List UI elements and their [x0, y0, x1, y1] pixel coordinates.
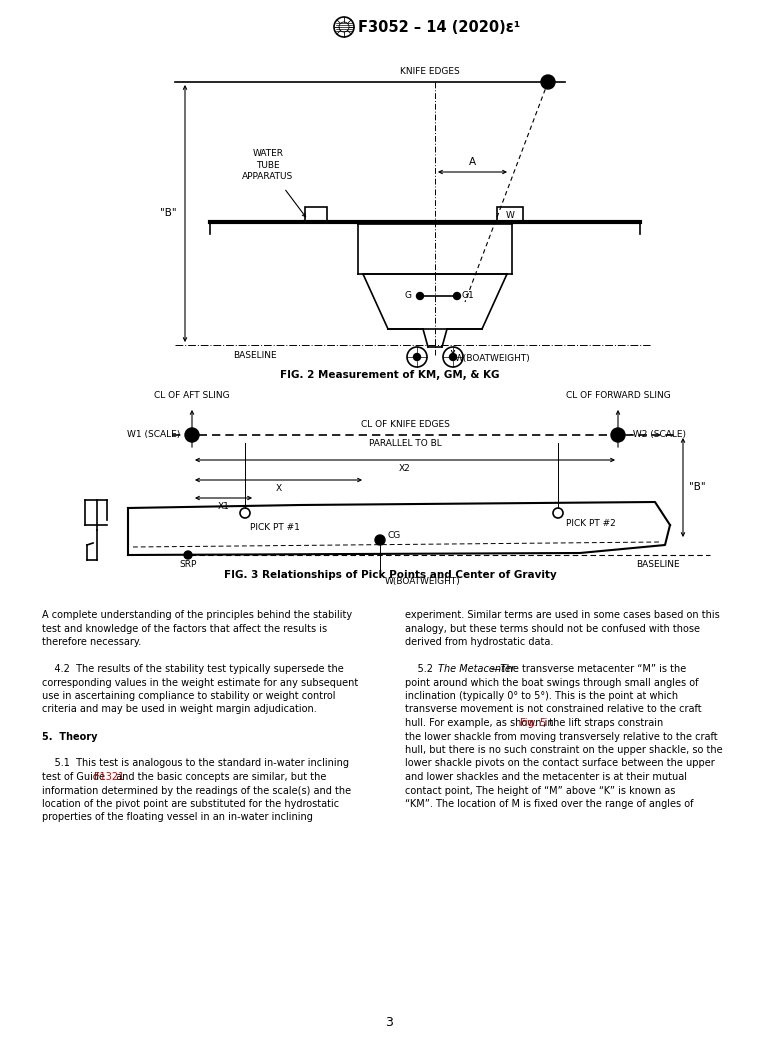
Text: information determined by the readings of the scale(s) and the: information determined by the readings o… [42, 786, 351, 795]
Circle shape [375, 535, 385, 545]
Text: CL OF AFT SLING: CL OF AFT SLING [154, 391, 230, 400]
Text: -W2 (SCALE): -W2 (SCALE) [630, 431, 686, 439]
Text: transverse movement is not constrained relative to the craft: transverse movement is not constrained r… [405, 705, 702, 714]
Circle shape [416, 293, 423, 300]
Text: 5.  Theory: 5. Theory [42, 732, 97, 741]
Text: hull, but there is no such constraint on the upper shackle, so the: hull, but there is no such constraint on… [405, 745, 723, 755]
Text: the lower shackle from moving transversely relative to the craft: the lower shackle from moving transverse… [405, 732, 717, 741]
Circle shape [450, 354, 457, 360]
Text: 4.2  The results of the stability test typically supersede the: 4.2 The results of the stability test ty… [42, 664, 344, 674]
Text: 3: 3 [385, 1016, 393, 1029]
Text: G1: G1 [462, 291, 475, 301]
Text: BASELINE: BASELINE [233, 351, 277, 360]
Text: PICK PT #1: PICK PT #1 [250, 523, 300, 532]
Text: —The transverse metacenter “M” is the: —The transverse metacenter “M” is the [491, 664, 686, 674]
Text: test and knowledge of the factors that affect the results is: test and knowledge of the factors that a… [42, 624, 327, 634]
Text: derived from hydrostatic data.: derived from hydrostatic data. [405, 637, 553, 648]
Text: W(BOATWEIGHT): W(BOATWEIGHT) [385, 577, 461, 586]
Text: analogy, but these terms should not be confused with those: analogy, but these terms should not be c… [405, 624, 700, 634]
Text: X: X [275, 484, 282, 493]
Circle shape [541, 75, 555, 88]
Text: hull. For example, as shown in: hull. For example, as shown in [405, 718, 557, 728]
Text: X1: X1 [218, 502, 230, 511]
Circle shape [413, 354, 420, 360]
Text: F1321: F1321 [94, 772, 124, 782]
Text: lower shackle pivots on the contact surface between the upper: lower shackle pivots on the contact surf… [405, 759, 715, 768]
Text: SRP: SRP [179, 560, 197, 569]
Text: experiment. Similar terms are used in some cases based on this: experiment. Similar terms are used in so… [405, 610, 720, 620]
Circle shape [184, 551, 192, 559]
Text: Fig. 5: Fig. 5 [520, 718, 546, 728]
Text: W1 (SCALE): W1 (SCALE) [127, 431, 180, 439]
Text: test of Guide: test of Guide [42, 772, 108, 782]
Text: G: G [405, 291, 412, 301]
Text: CL OF KNIFE EDGES: CL OF KNIFE EDGES [360, 420, 450, 429]
Text: PICK PT #2: PICK PT #2 [566, 518, 615, 528]
Text: therefore necessary.: therefore necessary. [42, 637, 142, 648]
Text: criteria and may be used in weight margin adjudication.: criteria and may be used in weight margi… [42, 705, 317, 714]
Text: corresponding values in the weight estimate for any subsequent: corresponding values in the weight estim… [42, 678, 358, 687]
Text: F3052 – 14 (2020)ε¹: F3052 – 14 (2020)ε¹ [358, 20, 520, 34]
Text: X2: X2 [399, 464, 411, 473]
Text: FIG. 2 Measurement of KM, GM, & KG: FIG. 2 Measurement of KM, GM, & KG [280, 370, 499, 380]
Text: KNIFE EDGES: KNIFE EDGES [400, 67, 460, 76]
Text: "B": "B" [160, 208, 177, 219]
Text: A: A [469, 157, 476, 167]
Text: 5.1  This test is analogous to the standard in-water inclining: 5.1 This test is analogous to the standa… [42, 759, 349, 768]
Text: CG: CG [388, 531, 401, 539]
Text: W(BOATWEIGHT): W(BOATWEIGHT) [455, 355, 531, 363]
Text: BASELINE: BASELINE [636, 560, 680, 569]
Text: point around which the boat swings through small angles of: point around which the boat swings throu… [405, 678, 699, 687]
Bar [305, 207, 327, 222]
Text: WATER
TUBE
APPARATUS: WATER TUBE APPARATUS [243, 149, 293, 181]
Text: properties of the floating vessel in an in-water inclining: properties of the floating vessel in an … [42, 812, 313, 822]
Circle shape [185, 428, 199, 442]
Text: contact point, The height of “M” above “K” is known as: contact point, The height of “M” above “… [405, 786, 675, 795]
Circle shape [611, 428, 625, 442]
Text: inclination (typically 0° to 5°). This is the point at which: inclination (typically 0° to 5°). This i… [405, 691, 678, 701]
Text: 5.2: 5.2 [405, 664, 440, 674]
Text: , the lift straps constrain: , the lift straps constrain [542, 718, 663, 728]
Text: CL OF FORWARD SLING: CL OF FORWARD SLING [566, 391, 671, 400]
Text: “KM”. The location of M is fixed over the range of angles of: “KM”. The location of M is fixed over th… [405, 799, 693, 809]
Text: PARALLEL TO BL: PARALLEL TO BL [369, 439, 441, 448]
Text: and the basic concepts are similar, but the: and the basic concepts are similar, but … [113, 772, 326, 782]
Text: location of the pivot point are substituted for the hydrostatic: location of the pivot point are substitu… [42, 799, 339, 809]
Text: The Metacenter: The Metacenter [439, 664, 515, 674]
Circle shape [454, 293, 461, 300]
Text: "B": "B" [689, 482, 706, 492]
Text: A complete understanding of the principles behind the stability: A complete understanding of the principl… [42, 610, 352, 620]
Text: FIG. 3 Relationships of Pick Points and Center of Gravity: FIG. 3 Relationships of Pick Points and … [223, 570, 556, 580]
Text: W: W [506, 210, 514, 220]
Text: use in ascertaining compliance to stability or weight control: use in ascertaining compliance to stabil… [42, 691, 335, 701]
Bar [497, 207, 523, 222]
Text: and lower shackles and the metacenter is at their mutual: and lower shackles and the metacenter is… [405, 772, 687, 782]
